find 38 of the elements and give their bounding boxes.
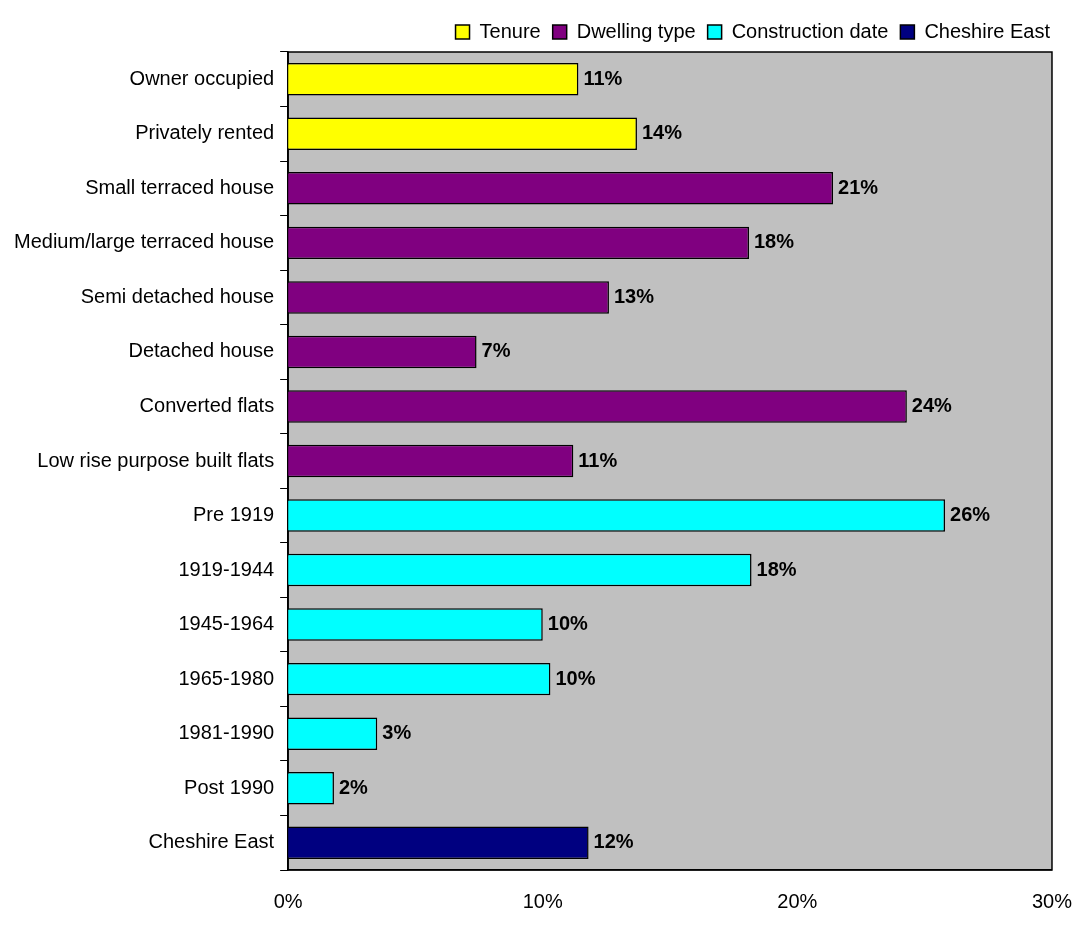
data-label: 13% xyxy=(613,284,655,307)
data-label: 11% xyxy=(578,448,618,471)
data-label: 11% xyxy=(583,66,623,89)
legend-label: Dwelling type xyxy=(576,19,696,42)
data-label: 18% xyxy=(756,557,797,580)
data-label: 26% xyxy=(950,503,991,526)
y-tick-label: Cheshire East xyxy=(148,830,275,853)
y-tick-label: 1945-1964 xyxy=(178,612,275,635)
y-tick-label: Converted flats xyxy=(139,393,275,416)
y-tick-label: Pre 1919 xyxy=(192,503,275,526)
data-label: 21% xyxy=(838,175,879,198)
legend-label: Tenure xyxy=(479,19,541,42)
y-tick-label: Semi detached house xyxy=(80,284,275,307)
data-label: 2% xyxy=(338,775,369,798)
data-label: 3% xyxy=(382,721,412,744)
y-tick-label: Detached house xyxy=(128,339,275,362)
data-label: 7% xyxy=(481,339,511,362)
data-label: 10% xyxy=(547,612,588,635)
x-tick-label: 0% xyxy=(273,889,303,912)
x-tick-label: 20% xyxy=(777,889,818,912)
y-tick-label: Medium/large terraced house xyxy=(14,230,275,253)
data-label: 24% xyxy=(911,393,953,416)
y-tick-label: Small terraced house xyxy=(85,175,275,198)
x-tick-label: 30% xyxy=(1031,889,1073,912)
y-tick-label: 1965-1980 xyxy=(178,666,275,689)
y-tick-label: Post 1990 xyxy=(184,775,275,798)
data-label: 10% xyxy=(555,666,596,689)
legend-label: Cheshire East xyxy=(924,19,1051,42)
x-tick-label: 10% xyxy=(522,889,563,912)
data-label: 12% xyxy=(593,830,634,853)
legend-label: Construction date xyxy=(731,19,889,42)
y-tick-label: 1981-1990 xyxy=(178,721,275,744)
y-tick-label: 1919-1944 xyxy=(178,557,275,580)
y-tick-label: Privately rented xyxy=(135,121,275,144)
y-tick-label: Owner occupied xyxy=(129,66,275,89)
y-tick-label: Low rise purpose built flats xyxy=(37,448,275,471)
data-label: 14% xyxy=(641,121,683,144)
data-label: 18% xyxy=(753,230,795,253)
